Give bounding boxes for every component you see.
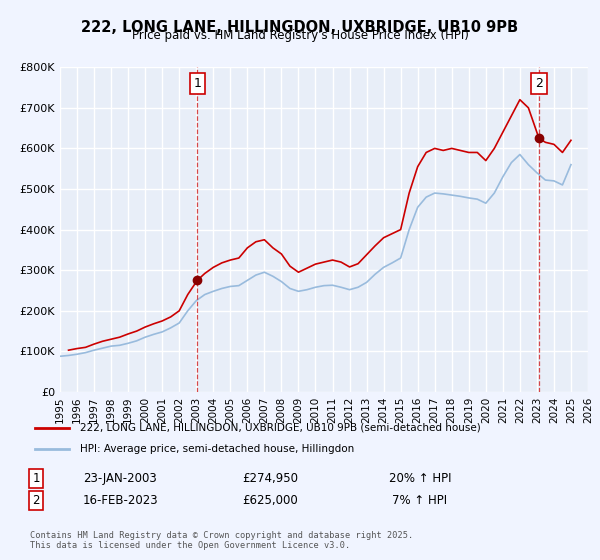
Text: 23-JAN-2003: 23-JAN-2003 bbox=[83, 472, 157, 486]
Text: HPI: Average price, semi-detached house, Hillingdon: HPI: Average price, semi-detached house,… bbox=[80, 444, 354, 454]
Text: 2: 2 bbox=[32, 493, 40, 507]
Text: Contains HM Land Registry data © Crown copyright and database right 2025.
This d: Contains HM Land Registry data © Crown c… bbox=[30, 530, 413, 550]
Text: 1: 1 bbox=[193, 77, 201, 90]
Text: 222, LONG LANE, HILLINGDON, UXBRIDGE, UB10 9PB (semi-detached house): 222, LONG LANE, HILLINGDON, UXBRIDGE, UB… bbox=[80, 423, 481, 433]
Text: 1: 1 bbox=[32, 472, 40, 486]
Text: Price paid vs. HM Land Registry's House Price Index (HPI): Price paid vs. HM Land Registry's House … bbox=[131, 29, 469, 42]
Text: 222, LONG LANE, HILLINGDON, UXBRIDGE, UB10 9PB: 222, LONG LANE, HILLINGDON, UXBRIDGE, UB… bbox=[82, 20, 518, 35]
Text: 2: 2 bbox=[535, 77, 543, 90]
Text: £625,000: £625,000 bbox=[242, 493, 298, 507]
Text: 7% ↑ HPI: 7% ↑ HPI bbox=[392, 493, 448, 507]
Text: £274,950: £274,950 bbox=[242, 472, 298, 486]
Text: 16-FEB-2023: 16-FEB-2023 bbox=[82, 493, 158, 507]
Text: 20% ↑ HPI: 20% ↑ HPI bbox=[389, 472, 451, 486]
